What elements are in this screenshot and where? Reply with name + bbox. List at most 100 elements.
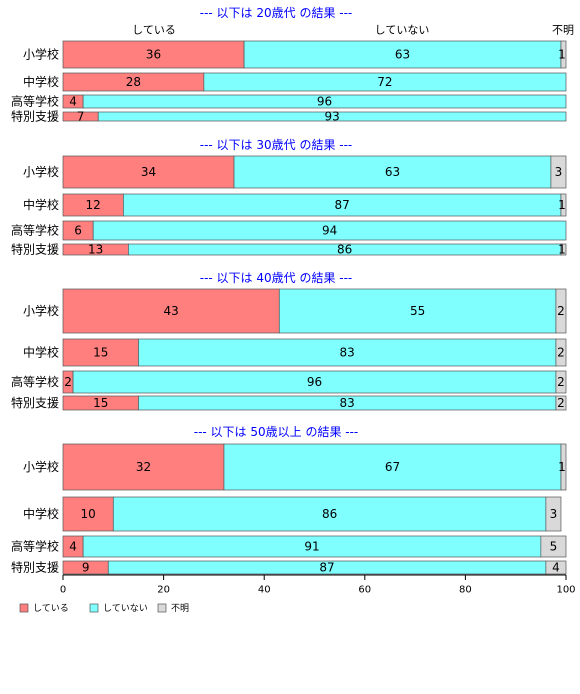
data-label: 4: [69, 540, 77, 554]
bar-segment: [550, 155, 567, 189]
data-label: 4: [552, 561, 560, 575]
data-label: 55: [410, 304, 425, 318]
category-label: 中学校: [23, 74, 59, 89]
category-label: 高等学校: [11, 539, 59, 554]
column-header: していない: [375, 24, 430, 37]
category-label: 高等学校: [11, 94, 59, 109]
data-label: 2: [64, 375, 72, 389]
category-label: 高等学校: [11, 374, 59, 389]
category-label: 小学校: [23, 164, 59, 179]
bar-segment: [92, 220, 567, 241]
category-label: 小学校: [23, 47, 59, 62]
bar-segment: [82, 94, 567, 109]
data-label: 67: [385, 460, 400, 474]
bar-segment: [560, 193, 567, 217]
category-label: 特別支援: [11, 242, 59, 257]
bar-segment: [555, 288, 567, 334]
bar-segment: [223, 443, 562, 491]
panel-title: --- 以下は 30歳代 の結果 ---: [200, 138, 353, 152]
data-label: 15: [93, 346, 108, 360]
bar-segment: [545, 560, 567, 575]
data-label: 91: [304, 540, 319, 554]
data-label: 72: [377, 75, 392, 89]
bar-segment: [138, 338, 557, 367]
data-label: 93: [324, 110, 339, 124]
data-label: 4: [69, 95, 77, 109]
panel-title: --- 以下は 20歳代 の結果 ---: [200, 6, 353, 20]
x-tick-label: 40: [258, 585, 271, 596]
category-label: 中学校: [23, 506, 59, 521]
category-label: 高等学校: [11, 223, 59, 238]
data-label: 6: [74, 224, 82, 238]
data-label: 63: [395, 48, 410, 62]
data-label: 83: [340, 396, 355, 410]
data-label: 2: [557, 396, 565, 410]
x-tick-label: 0: [60, 585, 66, 596]
data-label: 10: [81, 507, 96, 521]
bar-segment: [560, 443, 567, 491]
data-label: 7: [77, 110, 85, 124]
bar-segment: [62, 155, 235, 189]
category-label: 特別支援: [11, 560, 59, 575]
category-label: 特別支援: [11, 395, 59, 410]
data-label: 86: [322, 507, 337, 521]
data-label: 3: [550, 507, 558, 521]
data-label: 87: [319, 561, 334, 575]
category-label: 特別支援: [11, 109, 59, 124]
category-label: 中学校: [23, 197, 59, 212]
category-label: 小学校: [23, 303, 59, 318]
bar-segment: [555, 395, 567, 411]
category-label: 小学校: [23, 459, 59, 474]
data-label: 13: [88, 243, 103, 257]
bar-segment: [203, 72, 567, 92]
bar-segment: [62, 443, 225, 491]
legend-swatch: [89, 603, 99, 613]
bar-segment: [555, 370, 567, 394]
bar-segment: [560, 40, 567, 69]
bar-segment: [560, 243, 567, 256]
data-label: 15: [93, 396, 108, 410]
bar-segment: [540, 535, 567, 558]
bar-segment: [112, 496, 547, 532]
data-label: 87: [335, 198, 350, 212]
data-label: 86: [337, 243, 352, 257]
data-label: 5: [550, 540, 558, 554]
data-label: 9: [82, 561, 90, 575]
x-tick-label: 20: [157, 585, 170, 596]
bar-segment: [97, 111, 567, 122]
data-label: 2: [557, 346, 565, 360]
data-label: 1: [558, 198, 566, 212]
bar-segment: [62, 338, 139, 367]
legend-swatch: [19, 603, 29, 613]
column-header: している: [132, 24, 176, 37]
data-label: 43: [164, 304, 179, 318]
legend-label: していない: [103, 603, 148, 614]
data-label: 1: [558, 243, 566, 257]
data-label: 63: [385, 165, 400, 179]
data-label: 12: [86, 198, 101, 212]
x-tick-label: 100: [556, 585, 575, 596]
data-label: 28: [126, 75, 141, 89]
column-header: 不明: [552, 24, 574, 37]
data-label: 32: [136, 460, 151, 474]
data-label: 2: [557, 304, 565, 318]
x-tick-label: 80: [459, 585, 472, 596]
legend-swatch: [157, 603, 167, 613]
data-label: 1: [558, 48, 566, 62]
data-label: 94: [322, 224, 337, 238]
bar-segment: [545, 496, 562, 532]
bar-segment: [555, 338, 567, 367]
category-label: 中学校: [23, 345, 59, 360]
data-label: 96: [317, 95, 332, 109]
bar-segment: [278, 288, 557, 334]
bar-segment: [62, 40, 245, 69]
data-label: 96: [307, 375, 322, 389]
x-tick-label: 60: [358, 585, 371, 596]
legend-label: 不明: [171, 603, 189, 614]
data-label: 2: [557, 375, 565, 389]
panel-title: --- 以下は 40歳代 の結果 ---: [200, 271, 353, 285]
bar-segment: [62, 288, 280, 334]
data-label: 1: [558, 460, 566, 474]
legend-label: している: [33, 603, 69, 614]
